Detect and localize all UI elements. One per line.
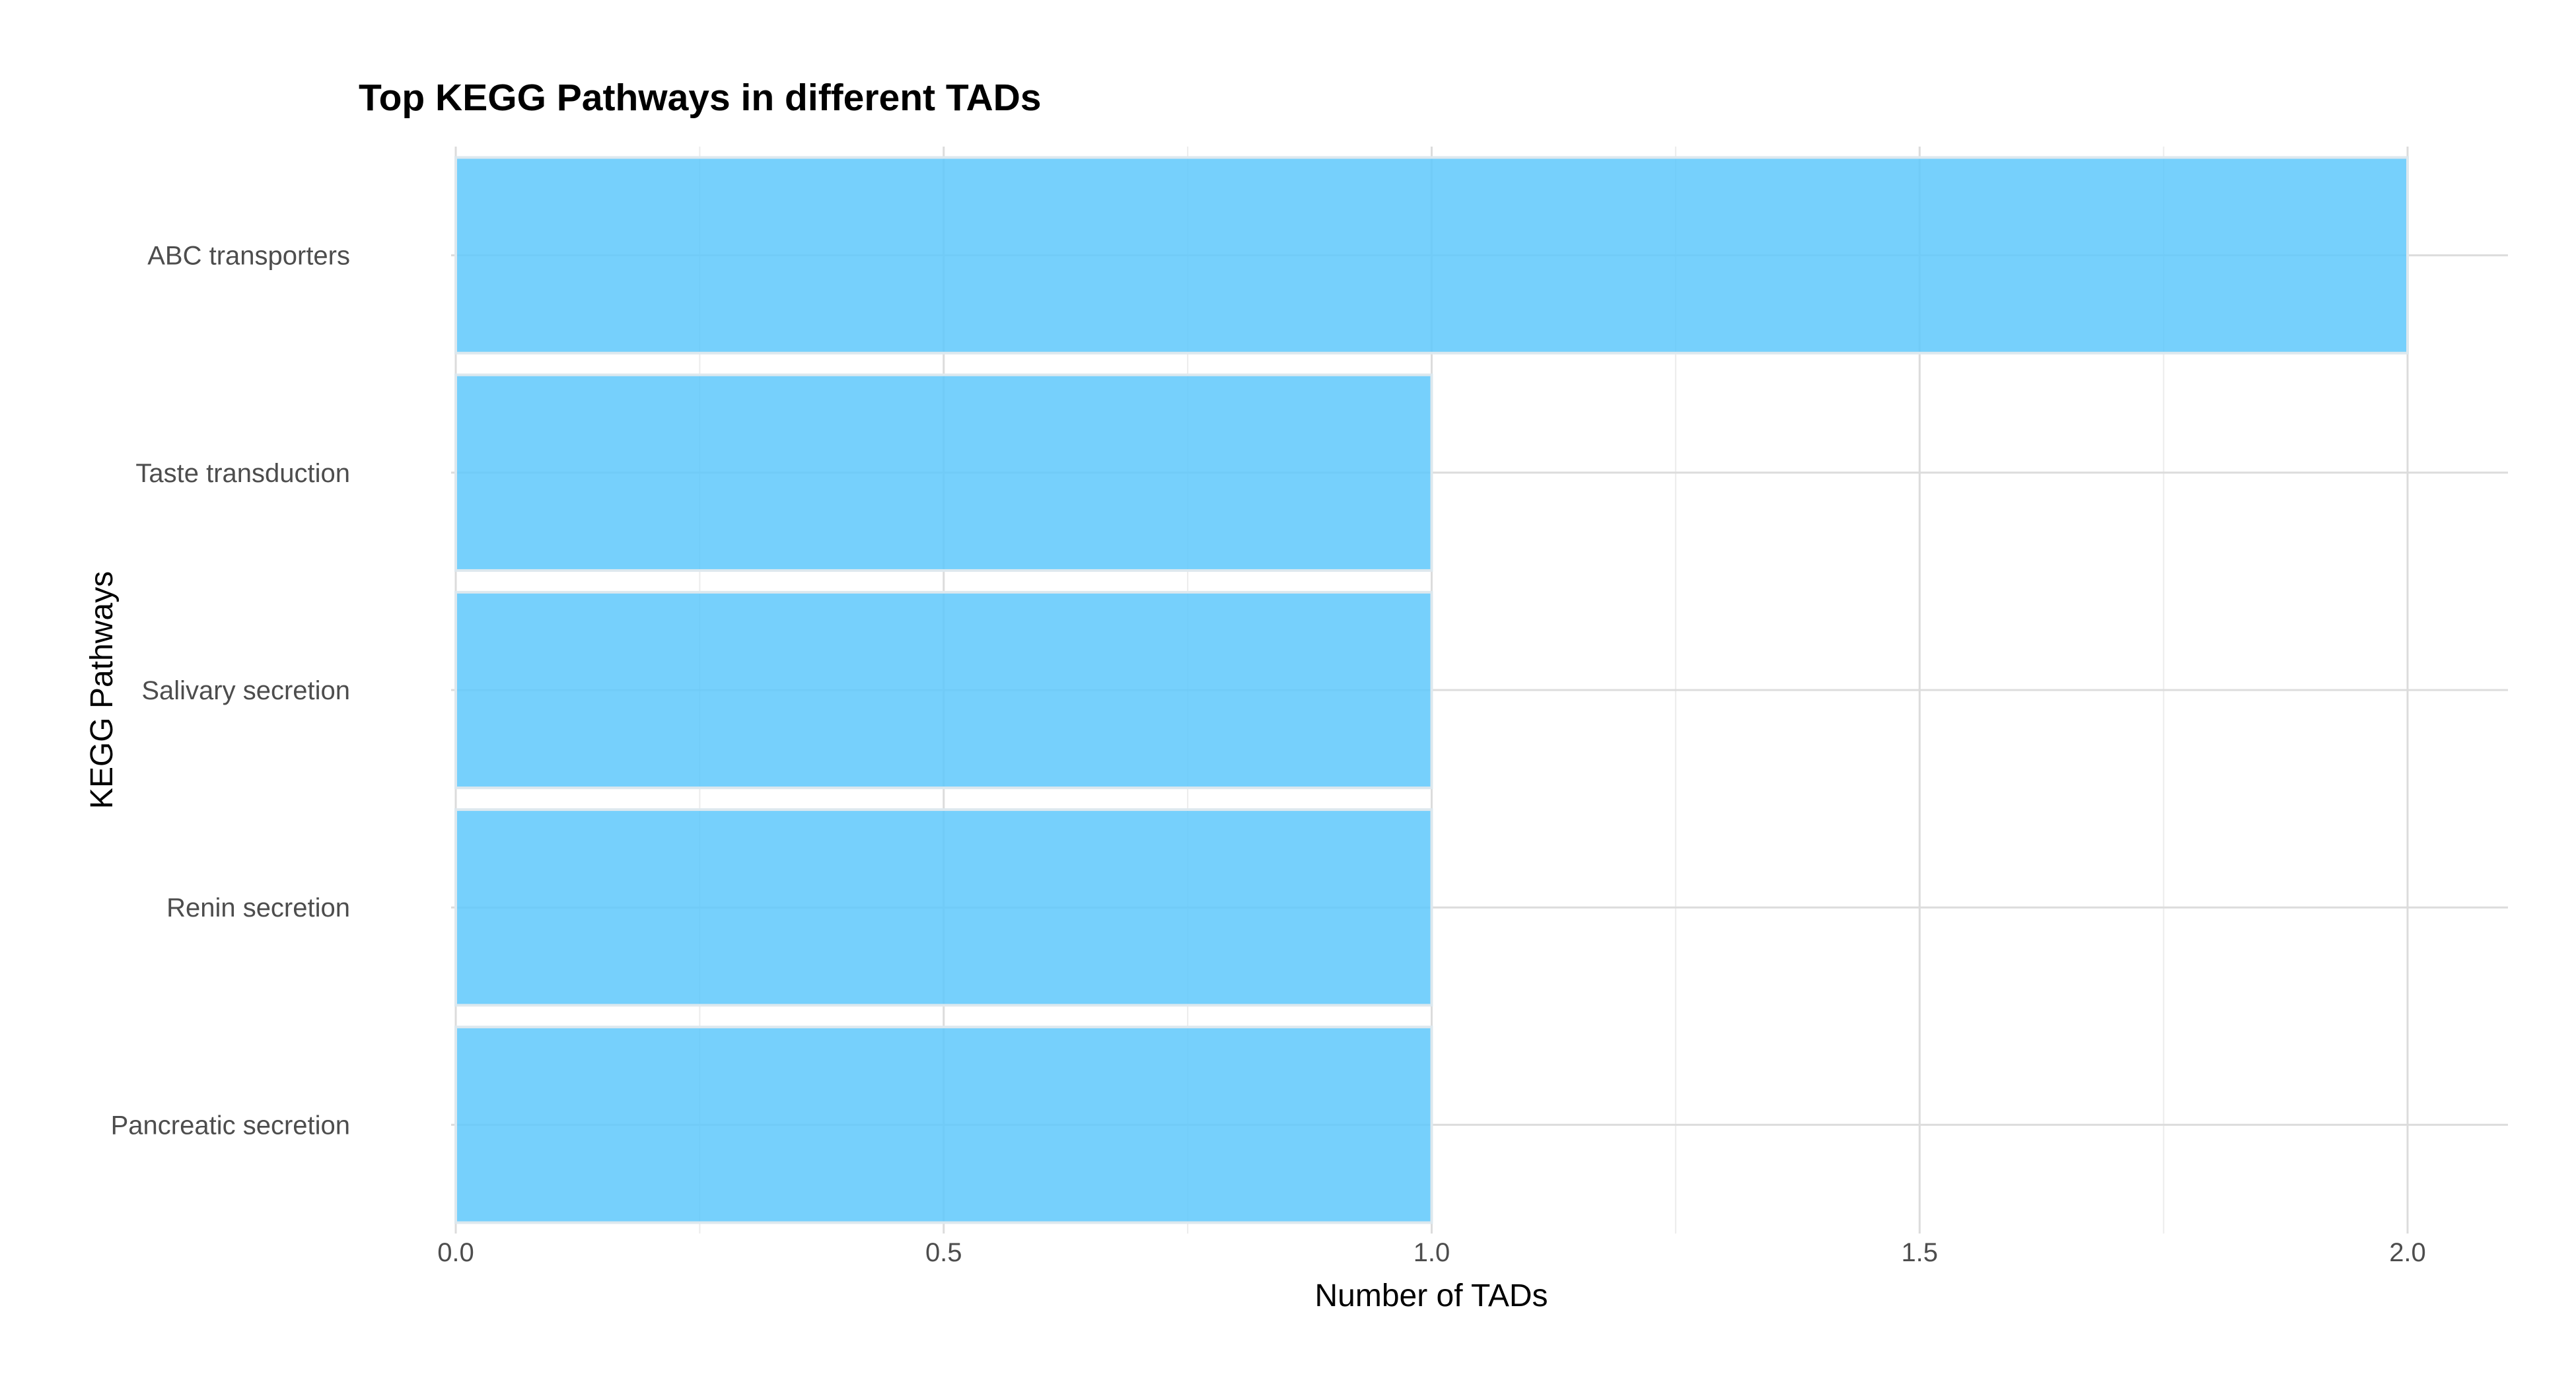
y-tick-label: Taste transduction <box>135 459 350 488</box>
x-tick-label: 2.0 <box>2389 1238 2426 1267</box>
y-tick-label: Renin secretion <box>166 893 350 922</box>
x-tick-labels: 0.0 0.5 1.0 1.5 2.0 <box>437 1238 2426 1267</box>
y-axis-title: KEGG Pathways <box>85 571 120 809</box>
bar <box>454 156 2409 355</box>
y-tick-label: Pancreatic secretion <box>111 1111 350 1140</box>
y-tick-label: ABC transporters <box>147 242 350 271</box>
x-tick-label: 0.0 <box>437 1238 474 1267</box>
x-axis-title: Number of TADs <box>1315 1278 1548 1313</box>
x-tick-label: 1.5 <box>1901 1238 1938 1267</box>
bar <box>454 808 1433 1007</box>
x-tick-label: 0.5 <box>925 1238 962 1267</box>
bars-layer <box>454 156 2409 1224</box>
x-tick-label: 1.0 <box>1413 1238 1450 1267</box>
y-tick-label: Salivary secretion <box>141 676 350 705</box>
y-tick-labels: ABC transporters Taste transduction Saliva… <box>111 242 350 1140</box>
chart-title: Top KEGG Pathways in different TADs <box>359 77 1042 119</box>
bar <box>454 373 1433 572</box>
bar <box>454 1025 1433 1224</box>
bar <box>454 590 1433 790</box>
